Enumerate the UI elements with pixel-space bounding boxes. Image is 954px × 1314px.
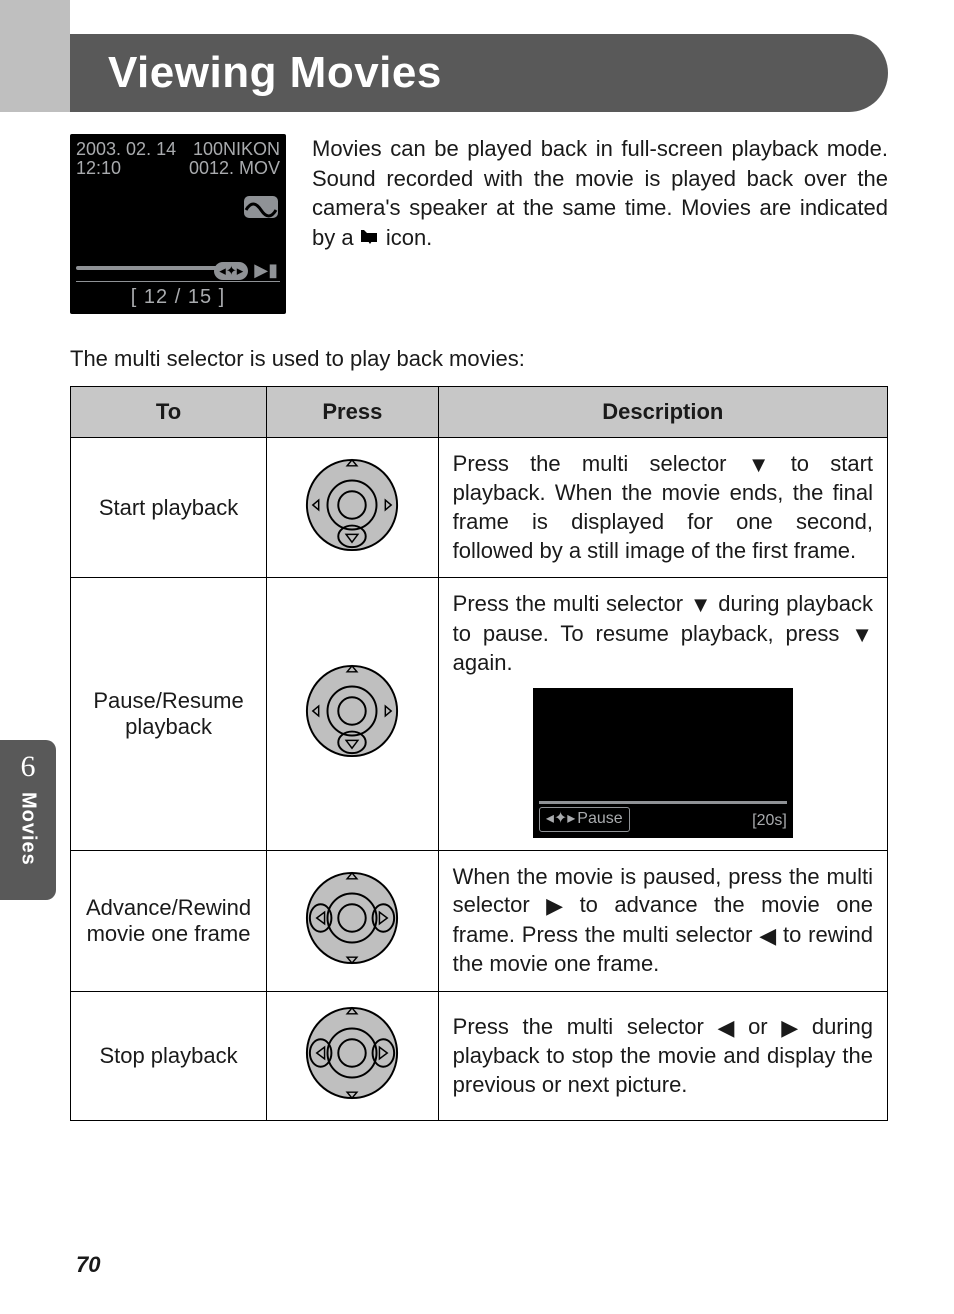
multi-selector-leftright-icon	[303, 1004, 401, 1102]
pause-lcd-screenshot: ◂✦▸ Pause [20s]	[533, 688, 793, 838]
cell-to: Advance/Rewind movie one frame	[71, 850, 267, 991]
table-row: Advance/Rewind movie one frame	[71, 850, 888, 991]
chapter-label: Movies	[17, 792, 40, 866]
cell-press	[267, 578, 439, 851]
content-area: 2003. 02. 14 12:10 100NIKON 0012. MOV ◂✦…	[70, 134, 888, 1121]
lcd-file: 0012. MOV	[189, 159, 280, 178]
triangle-down-icon: ▼	[748, 451, 770, 480]
th-to: To	[71, 387, 267, 438]
lcd-date: 2003. 02. 14	[76, 140, 176, 159]
cell-press	[267, 438, 439, 578]
triangle-right-icon: ▶	[781, 1014, 798, 1043]
desc-text: Press the multi selector	[453, 1014, 718, 1039]
cell-press	[267, 991, 439, 1120]
selector-line: The multi selector is used to play back …	[70, 346, 888, 372]
intro-text: Movies can be played back in full-screen…	[312, 134, 888, 314]
time-indicator: [20s]	[752, 811, 787, 832]
table-row: Pause/Resume playback	[71, 578, 888, 851]
cell-desc: Press the multi selector ◀ or ▶ during p…	[438, 991, 887, 1120]
table-row: Start playback	[71, 438, 888, 578]
manual-page: Viewing Movies 6 Movies 2003. 02. 14 12:…	[0, 0, 954, 1314]
desc-text: or	[748, 1014, 781, 1039]
arrows-icon: ◂✦▸	[546, 809, 575, 830]
multi-selector-down-icon	[303, 662, 401, 760]
lcd-counter: [ 12 / 15 ]	[70, 287, 286, 308]
desc-text: Press the multi selector	[453, 591, 690, 616]
cell-to-line: movie one frame	[87, 921, 251, 946]
cell-press	[267, 850, 439, 991]
multi-selector-leftright-icon	[303, 869, 401, 967]
lcd-folder: 100NIKON	[189, 140, 280, 159]
page-title: Viewing Movies	[108, 48, 442, 98]
lcd-datetime: 2003. 02. 14 12:10	[76, 140, 176, 178]
desc-text: Press the multi selector	[453, 451, 748, 476]
triangle-down-icon: ▼	[690, 591, 712, 620]
intro-row: 2003. 02. 14 12:10 100NIKON 0012. MOV ◂✦…	[70, 134, 888, 314]
cell-to: Pause/Resume playback	[71, 578, 267, 851]
cell-desc: Press the multi selector ▼ to start play…	[438, 438, 887, 578]
lcd-screenshot: 2003. 02. 14 12:10 100NIKON 0012. MOV ◂✦…	[70, 134, 286, 314]
cell-to: Start playback	[71, 438, 267, 578]
th-desc: Description	[438, 387, 887, 438]
pause-label: Pause	[577, 809, 622, 830]
controls-table: To Press Description Start playback	[70, 386, 888, 1121]
table-header-row: To Press Description	[71, 387, 888, 438]
page-number: 70	[76, 1252, 100, 1278]
cell-to: Stop playback	[71, 991, 267, 1120]
chapter-number: 6	[21, 750, 36, 784]
lcd-fileinfo: 100NIKON 0012. MOV	[189, 140, 280, 178]
lcd-time: 12:10	[76, 159, 176, 178]
cell-to-line: Advance/Rewind	[86, 895, 251, 920]
progress-bar	[76, 266, 222, 270]
intro-part-b: icon.	[386, 225, 432, 250]
title-bar: Viewing Movies	[70, 34, 888, 112]
multi-selector-down-icon	[303, 456, 401, 554]
wave-icon	[244, 196, 278, 218]
triangle-right-icon: ▶	[546, 892, 563, 921]
corner-block	[0, 0, 70, 112]
chapter-tab: 6 Movies	[0, 740, 56, 900]
pause-indicator: ◂✦▸ Pause	[539, 807, 630, 832]
movie-icon	[360, 224, 380, 254]
progress-bar	[539, 801, 787, 804]
cell-to-line: Pause/Resume	[93, 688, 243, 713]
triangle-left-icon: ◀	[718, 1014, 735, 1043]
triangle-down-icon: ▼	[851, 621, 873, 650]
th-press: Press	[267, 387, 439, 438]
playback-controls-icon: ◂✦▸ ▶▮	[214, 261, 278, 280]
desc-text: again.	[453, 650, 513, 675]
table-row: Stop playback	[71, 991, 888, 1120]
cell-desc: When the movie is paused, press the mult…	[438, 850, 887, 991]
cell-to-line: playback	[125, 714, 212, 739]
triangle-left-icon: ◀	[759, 922, 776, 951]
cell-desc: Press the multi selector ▼ during playba…	[438, 578, 887, 851]
